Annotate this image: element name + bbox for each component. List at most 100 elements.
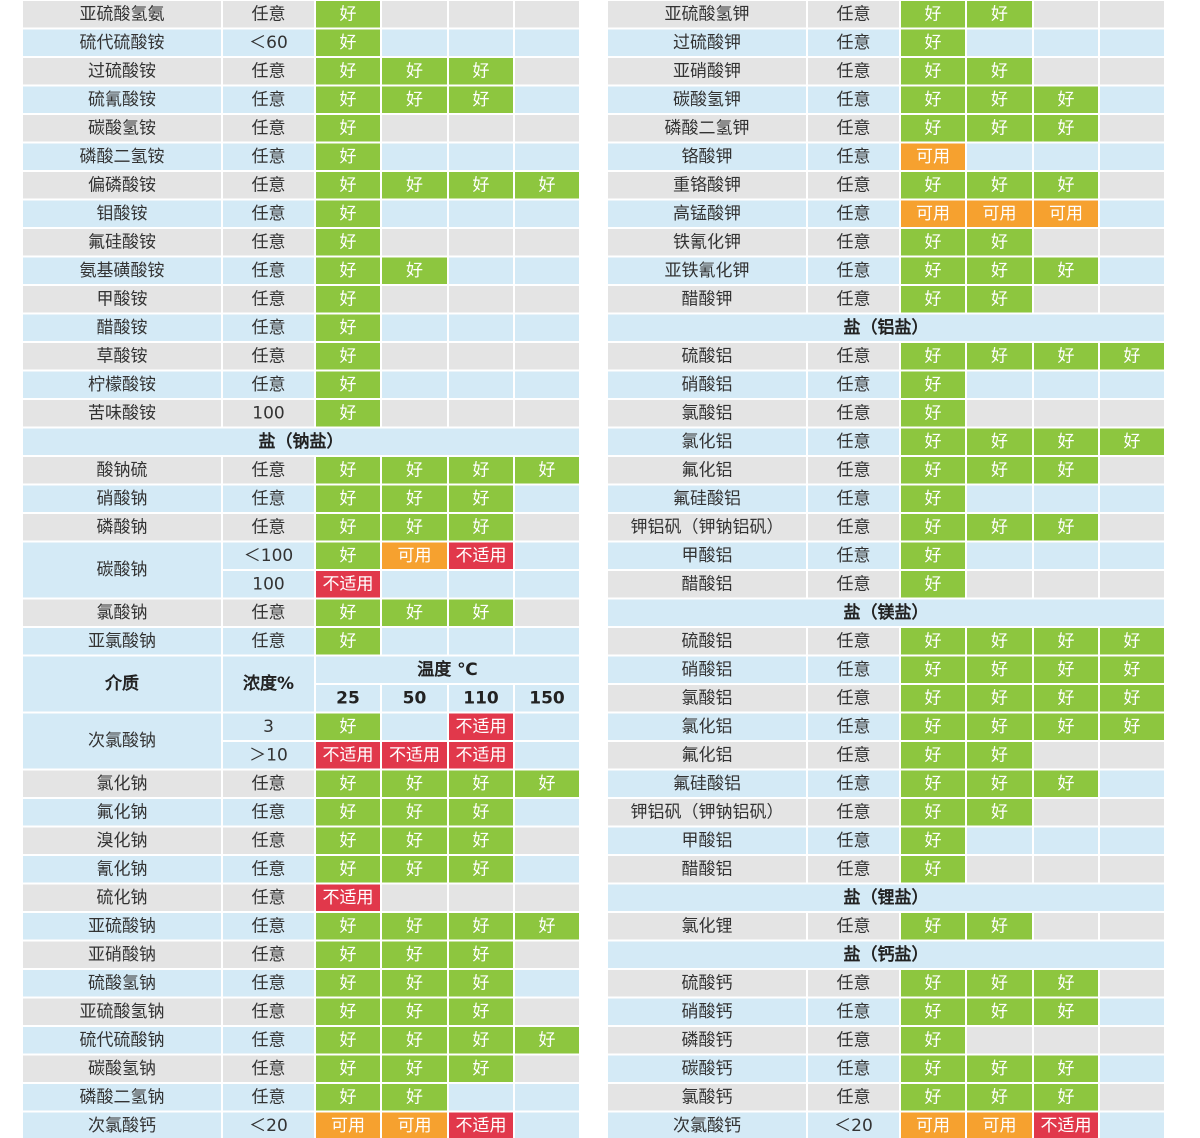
status-cell: [1100, 628, 1164, 655]
concentration: 任意: [837, 717, 871, 737]
status-label: 好: [473, 175, 490, 195]
status-cell: [449, 599, 513, 626]
status-label: 好: [473, 603, 490, 623]
medium-name: 氟硅酸铵: [88, 232, 156, 252]
status-cell: [382, 542, 447, 569]
concentration: 100: [252, 403, 284, 423]
status-cell: [901, 1084, 965, 1111]
status-cell: [901, 1027, 965, 1054]
status-label: 好: [340, 517, 357, 537]
status-cell: [515, 770, 579, 797]
status-label: 好: [473, 90, 490, 110]
status-label: 好: [340, 802, 357, 822]
status-label: 不适用: [456, 745, 507, 765]
medium-name: 硫化钠: [97, 888, 148, 908]
status-label: 好: [1058, 175, 1075, 195]
status-label: 好: [473, 1002, 490, 1022]
status-cell: [901, 29, 965, 56]
cell-bg: [967, 827, 1032, 854]
cell-bg: [449, 1084, 513, 1111]
name-bg: [23, 856, 221, 883]
status-label: 好: [340, 1002, 357, 1022]
status-cell: [316, 143, 380, 170]
cell-bg: [223, 58, 314, 85]
status-cell: [967, 913, 1032, 940]
status-label: 好: [406, 802, 423, 822]
concentration: 任意: [837, 859, 871, 879]
status-cell: [316, 799, 380, 826]
header-temp: 温度 ℃: [417, 659, 478, 680]
name-bg: [608, 856, 806, 883]
cell-bg: [967, 371, 1032, 398]
medium-name: 氟化铝: [682, 460, 733, 480]
name-bg: [23, 172, 221, 199]
name-bg: [23, 229, 221, 256]
status-label: 好: [406, 1087, 423, 1107]
medium-name: 磷酸二氢铵: [80, 147, 165, 167]
section-title: 盐（钙盐）: [844, 944, 929, 965]
medium-name: 醋酸铝: [682, 859, 733, 879]
status-label: 可用: [916, 1116, 950, 1136]
cell-bg: [1100, 856, 1164, 883]
concentration: 任意: [837, 118, 871, 138]
name-bg: [608, 799, 806, 826]
medium-name: 磷酸钠: [97, 517, 148, 537]
status-cell: [901, 628, 965, 655]
name-bg: [608, 229, 806, 256]
status-cell: [1034, 998, 1098, 1025]
name-bg: [608, 200, 806, 227]
status-cell: [1034, 1112, 1098, 1138]
status-label: 好: [1124, 717, 1141, 737]
cell-bg: [1100, 1027, 1164, 1054]
cell-bg: [1100, 514, 1164, 541]
concentration: 任意: [837, 631, 871, 651]
cell-bg: [808, 343, 899, 370]
status-label: 好: [1058, 517, 1075, 537]
status-cell: [901, 1112, 965, 1138]
status-cell: [449, 1055, 513, 1082]
concentration: 任意: [252, 61, 286, 81]
cell-bg: [808, 29, 899, 56]
cell-bg: [449, 1, 513, 28]
medium-name: 醋酸铵: [97, 318, 148, 338]
name-bg: [23, 1055, 221, 1082]
medium-name: 铬酸钾: [682, 147, 733, 167]
status-cell: [1034, 172, 1098, 199]
section-bg: [608, 941, 1164, 968]
status-label: 好: [340, 90, 357, 110]
status-cell: [967, 115, 1032, 142]
status-cell: [1034, 770, 1098, 797]
status-label: 好: [473, 61, 490, 81]
status-cell: [901, 1055, 965, 1082]
cell-bg: [515, 514, 579, 541]
cell-bg: [382, 29, 447, 56]
cell-bg: [808, 970, 899, 997]
concentration: 任意: [252, 802, 286, 822]
cell-bg: [808, 542, 899, 569]
name-bg: [23, 1112, 221, 1138]
cell-bg: [515, 343, 579, 370]
cell-bg: [1100, 229, 1164, 256]
cell-bg: [1100, 1, 1164, 28]
cell-bg: [223, 713, 314, 740]
concentration: 任意: [837, 460, 871, 480]
status-label: 好: [925, 432, 942, 452]
status-cell: [1034, 457, 1098, 484]
status-label: 不适用: [456, 546, 507, 566]
status-cell: [901, 799, 965, 826]
status-label: 好: [1124, 631, 1141, 651]
status-cell: [1100, 656, 1164, 683]
name-bg: [23, 998, 221, 1025]
name-bg: [608, 1084, 806, 1111]
cell-bg: [382, 343, 447, 370]
cell-bg: [808, 1112, 899, 1138]
cell-bg: [449, 29, 513, 56]
status-label: 可用: [331, 1116, 365, 1136]
header-temp-value: 50: [403, 688, 427, 708]
medium-name: 亚铁氰化钾: [665, 261, 750, 281]
cell-bg: [515, 229, 579, 256]
status-label: 好: [340, 261, 357, 281]
cell-bg: [515, 827, 579, 854]
status-label: 好: [539, 460, 556, 480]
cell-bg: [223, 514, 314, 541]
